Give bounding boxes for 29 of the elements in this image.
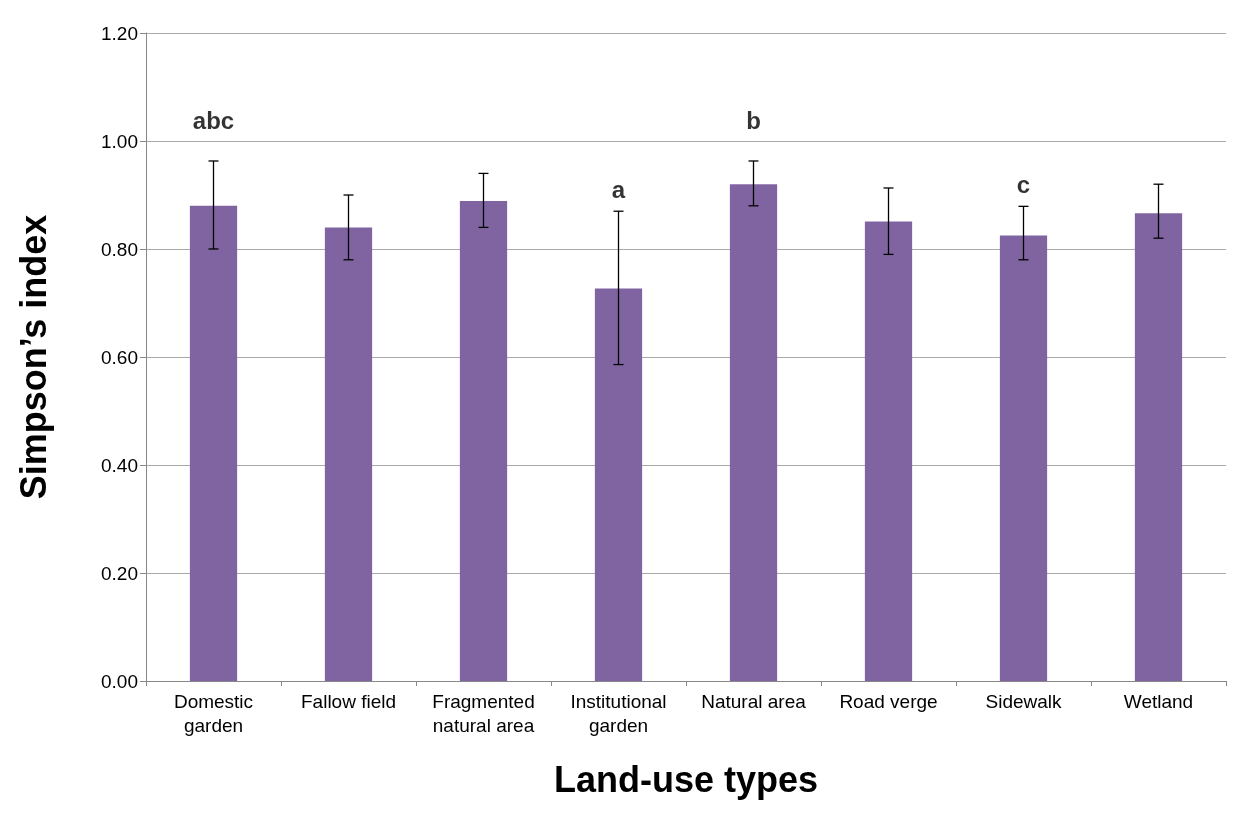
x-tick-label: Fragmented natural area bbox=[432, 690, 535, 736]
y-tick-label: 0.80 bbox=[101, 238, 138, 260]
x-tick-label: Sidewalk bbox=[985, 690, 1063, 712]
x-tick-label: Road verge bbox=[839, 690, 938, 712]
bar bbox=[999, 235, 1048, 681]
y-tick-label: 0.00 bbox=[101, 670, 138, 692]
x-tick-label: Institutional garden bbox=[570, 690, 667, 736]
x-axis-title: Land-use types bbox=[553, 758, 819, 800]
x-tick-label: Wetland bbox=[1123, 690, 1194, 712]
bar bbox=[864, 221, 913, 681]
bar bbox=[324, 227, 373, 681]
x-tick-label: Natural area bbox=[701, 690, 807, 712]
annotation: abc bbox=[192, 107, 235, 135]
y-axis-title: Simpson’s index bbox=[12, 214, 54, 500]
y-tick-label: 1.00 bbox=[101, 130, 138, 152]
x-tick-label: Domestic garden bbox=[173, 690, 254, 736]
y-tick-label: 1.20 bbox=[101, 22, 138, 44]
annotation: a bbox=[611, 175, 626, 203]
bar bbox=[189, 205, 238, 681]
bar bbox=[459, 200, 508, 681]
bar bbox=[1134, 213, 1183, 681]
y-tick-label: 0.60 bbox=[101, 346, 138, 368]
bar bbox=[594, 288, 643, 681]
y-tick-label: 0.20 bbox=[101, 562, 138, 584]
x-tick-label: Fallow field bbox=[300, 690, 397, 712]
y-tick-label: 0.40 bbox=[101, 454, 138, 476]
annotation: b bbox=[746, 107, 761, 135]
annotation: c bbox=[1016, 170, 1031, 198]
bar bbox=[729, 184, 778, 681]
